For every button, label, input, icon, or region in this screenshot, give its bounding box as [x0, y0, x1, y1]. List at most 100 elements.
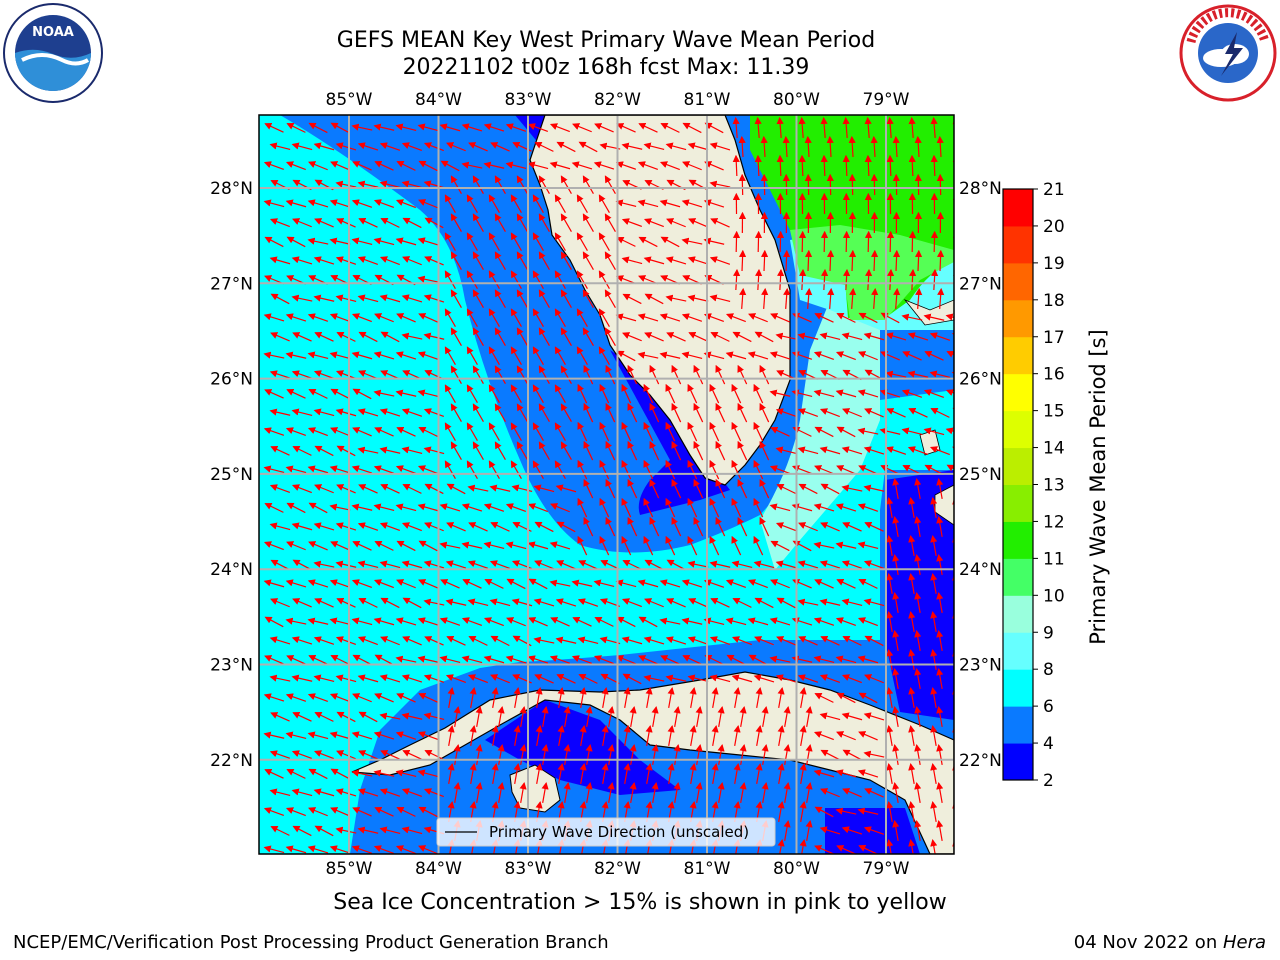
wave-arrow [769, 503, 791, 512]
wave-arrow [374, 161, 394, 171]
wave-arrow [556, 560, 576, 570]
wave-arrow [285, 579, 307, 588]
wave-arrow [961, 783, 964, 803]
wave-arrow [775, 446, 797, 455]
wave-arrow [549, 655, 571, 664]
wave-arrow [488, 460, 500, 479]
wave-arrow [307, 731, 329, 740]
wave-arrow [649, 402, 660, 423]
colorbar-tick-label: 11 [1043, 549, 1065, 569]
wave-arrow [857, 389, 879, 398]
wave-arrow [450, 441, 462, 460]
wave-arrow [329, 503, 351, 511]
wave-arrow [351, 465, 373, 474]
wave-arrow [373, 199, 395, 208]
wave-arrow [777, 724, 785, 746]
wave-arrow [753, 560, 775, 569]
wave-arrow [351, 123, 373, 131]
wave-arrow [466, 308, 478, 327]
wave-arrow [622, 673, 642, 685]
wave-arrow [858, 579, 878, 589]
wave-arrow [782, 173, 790, 196]
wave-arrow [444, 194, 456, 213]
wave-arrow [285, 807, 306, 817]
wave-arrow [358, 750, 378, 760]
wave-arrow [418, 427, 438, 437]
wave-arrow [423, 294, 445, 303]
wave-arrow [519, 705, 527, 727]
wave-arrow [483, 541, 505, 550]
wave-arrow [291, 636, 313, 645]
wave-arrow [908, 154, 916, 177]
colorbar-tick-label: 12 [1043, 512, 1065, 532]
wave-arrow [827, 287, 835, 310]
wave-arrow [599, 383, 610, 404]
wave-arrow [269, 218, 290, 228]
wave-arrow [738, 135, 746, 158]
wave-arrow [605, 516, 616, 537]
wave-arrow [475, 781, 483, 803]
wave-arrow [286, 541, 306, 551]
wave-arrow [467, 560, 489, 569]
wave-arrow [532, 346, 544, 365]
wave-arrow [962, 137, 963, 157]
wave-arrow [291, 294, 313, 302]
wave-arrow [291, 750, 313, 759]
wave-arrow [638, 616, 658, 628]
wave-arrow [263, 313, 285, 322]
wave-arrow [715, 364, 726, 385]
wave-arrow [556, 674, 576, 684]
wave-arrow [835, 389, 857, 398]
wave-arrow [901, 313, 923, 321]
wave-arrow [952, 838, 954, 847]
wave-arrow [483, 123, 505, 132]
wave-arrow [307, 351, 329, 360]
wave-arrow [858, 731, 878, 741]
colorbar-swatch [1003, 669, 1033, 707]
wave-arrow [953, 268, 954, 277]
wave-arrow [330, 655, 350, 665]
wave-arrow [490, 142, 510, 152]
wave-arrow [776, 116, 784, 139]
wave-arrow [380, 597, 400, 609]
wave-arrow [930, 610, 938, 632]
wave-arrow [907, 332, 929, 341]
wave-arrow [285, 427, 307, 436]
wave-arrow [782, 249, 791, 272]
wave-arrow [914, 477, 922, 499]
wave-arrow [396, 161, 416, 171]
wave-arrow [269, 522, 291, 531]
wave-arrow [395, 123, 417, 132]
wave-arrow [951, 332, 954, 340]
wave-arrow [380, 750, 400, 760]
wave-arrow [660, 236, 680, 248]
wave-arrow [651, 743, 659, 765]
wave-arrow [914, 135, 922, 158]
colorbar-swatch [1003, 447, 1033, 485]
wave-arrow [893, 287, 901, 310]
wave-arrow [560, 251, 572, 270]
wave-arrow [351, 617, 373, 626]
wave-arrow [849, 287, 857, 310]
wave-arrow [717, 781, 725, 803]
wave-arrow [659, 161, 680, 171]
wave-arrow [483, 655, 505, 664]
wave-arrow [401, 446, 423, 455]
wave-arrow [560, 327, 572, 346]
wave-arrow [880, 351, 900, 361]
wave-arrow [554, 194, 566, 213]
wave-arrow [264, 769, 284, 779]
wave-arrow [804, 249, 813, 272]
wave-arrow [605, 364, 616, 385]
wave-arrow [857, 655, 879, 664]
wave-arrow [666, 598, 686, 608]
wave-arrow [731, 674, 753, 683]
wave-arrow [593, 579, 615, 588]
wave-arrow [335, 180, 357, 188]
wave-arrow [711, 686, 719, 708]
wave-arrow [264, 389, 284, 399]
wave-arrow [836, 313, 856, 323]
wave-arrow [505, 655, 527, 664]
wave-arrow [813, 503, 835, 512]
wave-arrow [329, 731, 351, 740]
